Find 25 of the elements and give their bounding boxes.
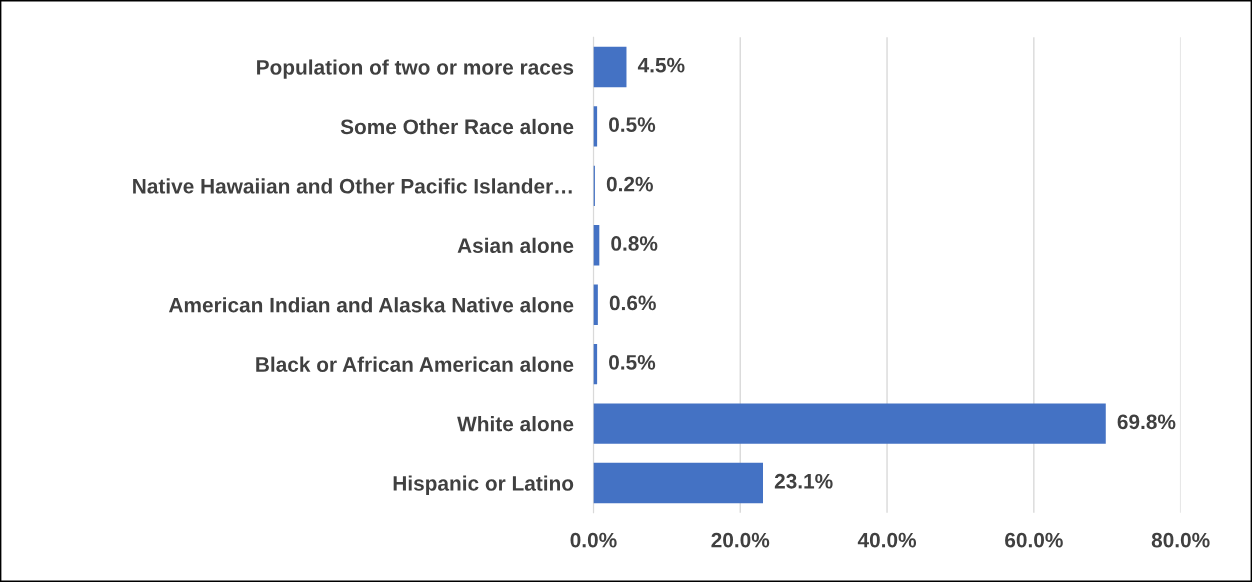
y-tick-label: American Indian and Alaska Native alone <box>168 297 574 313</box>
bar <box>593 284 598 325</box>
x-tick-label: 40.0% <box>857 532 917 548</box>
data-label: 0.5% <box>609 354 656 370</box>
data-label: 69.8% <box>1117 414 1176 430</box>
x-tick-label: 20.0% <box>711 532 770 548</box>
bar <box>593 403 1106 444</box>
bar <box>593 462 763 504</box>
y-tick-label: Population of two or more races <box>257 59 574 79</box>
x-tick-label: 60.0% <box>1005 532 1063 548</box>
data-label: 23.1% <box>774 473 833 489</box>
x-tick-label: 80.0% <box>1151 532 1210 548</box>
data-label: 0.5% <box>609 117 656 132</box>
data-label: 0.6% <box>609 295 656 311</box>
data-label: 0.2% <box>606 176 653 192</box>
x-tick-label: 0.0% <box>570 532 617 548</box>
bar <box>593 46 627 88</box>
y-tick-label: Asian alone <box>457 237 574 254</box>
y-tick-label: Native Hawaiian and Other Pacific Islander… <box>133 178 572 194</box>
y-tick-label: Some Other Race alone <box>340 118 574 135</box>
data-label: 0.8% <box>611 236 658 251</box>
y-tick-label: Hispanic or Latino <box>393 475 574 495</box>
y-tick-label: Black or African American alone <box>256 356 574 372</box>
data-label: 4.5% <box>637 57 685 73</box>
y-tick-label: White alone <box>457 416 574 432</box>
